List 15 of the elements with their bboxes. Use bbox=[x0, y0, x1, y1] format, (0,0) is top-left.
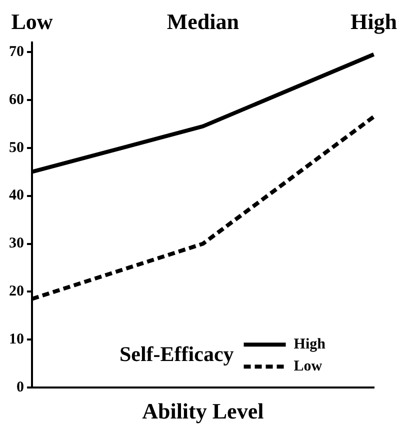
x-tick-label: Median bbox=[166, 8, 239, 34]
y-tick-label: 30 bbox=[9, 236, 24, 252]
x-tick-label: Low bbox=[11, 8, 53, 34]
legend-label: Low bbox=[294, 358, 322, 374]
y-tick-label: 70 bbox=[9, 44, 24, 60]
y-tick-label: 20 bbox=[9, 284, 24, 300]
y-tick-label: 50 bbox=[9, 140, 24, 156]
legend-label: High bbox=[294, 336, 326, 352]
y-tick-label: 40 bbox=[9, 188, 24, 204]
y-tick-label: 60 bbox=[9, 92, 24, 108]
y-tick-label: 0 bbox=[16, 379, 24, 396]
y-tick-label: 10 bbox=[9, 332, 24, 348]
x-tick-label: High bbox=[350, 8, 398, 34]
legend-title: Self-Efficacy bbox=[119, 342, 234, 366]
x-axis-title: Ability Level bbox=[142, 398, 264, 424]
